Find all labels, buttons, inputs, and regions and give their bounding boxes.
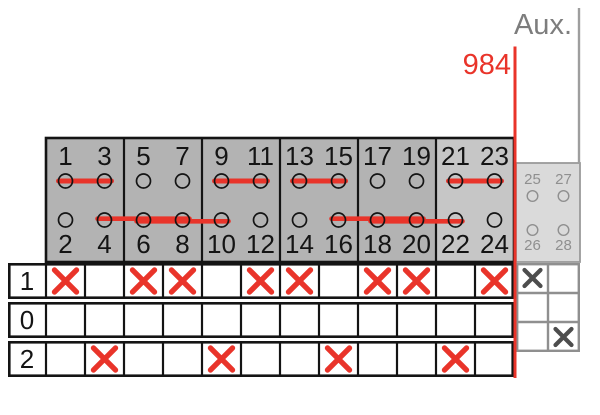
terminal-number: 19	[402, 141, 431, 171]
terminal-number: 24	[480, 229, 509, 259]
grid-row-label: 0	[20, 305, 34, 335]
terminal-number: 5	[136, 141, 150, 171]
terminal-number: 17	[363, 141, 392, 171]
terminal-contact	[174, 212, 191, 228]
terminal-number: 2	[58, 229, 72, 259]
cross-mark	[168, 267, 197, 295]
terminal-contact	[252, 212, 269, 228]
cross-mark	[441, 345, 470, 373]
terminal-number: 23	[480, 141, 509, 171]
terminal-contact	[408, 173, 425, 189]
cross-mark	[207, 345, 236, 373]
cross-mark	[246, 267, 275, 295]
terminal-number: 10	[207, 229, 236, 259]
aux-label: Aux.	[514, 9, 572, 41]
cross-mark	[402, 267, 431, 295]
terminal-number: 20	[402, 229, 431, 259]
terminal-contact	[291, 173, 308, 189]
terminal-contact	[135, 212, 152, 228]
terminal-contact	[369, 212, 386, 228]
terminal-contact	[96, 212, 113, 228]
aux-terminal-contact	[526, 189, 539, 202]
terminal-number: 3	[97, 141, 111, 171]
terminal-contact	[213, 173, 230, 189]
terminal-number: 21	[441, 141, 470, 171]
cable-number: 984	[463, 49, 511, 81]
terminal-number: 8	[175, 229, 189, 259]
grid-row-label: 1	[20, 266, 34, 296]
terminal-contact	[291, 212, 308, 228]
terminal-number: 9	[214, 141, 228, 171]
terminal-contact	[447, 173, 464, 189]
terminal-number: 14	[285, 229, 314, 259]
cross-mark	[51, 267, 80, 295]
terminal-contact	[252, 173, 269, 189]
terminal-number: 1	[58, 141, 72, 171]
terminal-contact	[330, 212, 347, 228]
aux-terminal-number: 27	[555, 171, 572, 188]
terminal-contact	[213, 212, 230, 228]
grid-row-label: 2	[20, 344, 34, 374]
aux-terminal-number: 25	[524, 171, 541, 188]
terminal-number: 13	[285, 141, 314, 171]
cross-mark	[90, 345, 119, 373]
aux-terminal-number: 28	[555, 237, 572, 254]
terminal-number: 12	[246, 229, 275, 259]
terminal-number: 16	[324, 229, 353, 259]
cross-mark	[285, 267, 314, 295]
cross-mark	[129, 267, 158, 295]
aux-terminal-contact	[557, 223, 570, 236]
terminal-contact	[135, 173, 152, 189]
aux-panel	[515, 162, 581, 263]
terminal-number: 22	[441, 229, 470, 259]
grid-row	[8, 301, 514, 338]
terminal-contact	[408, 212, 425, 228]
aux-cross-mark	[553, 326, 574, 348]
aux-terminal-contact	[526, 223, 539, 236]
terminal-panel-light-group	[436, 138, 514, 262]
terminal-number: 6	[136, 229, 150, 259]
cross-mark	[324, 345, 353, 373]
cross-mark	[363, 267, 392, 295]
cross-mark	[480, 267, 509, 295]
terminal-contact	[447, 212, 464, 228]
aux-terminal-number: 26	[524, 237, 541, 254]
terminal-contact	[57, 212, 74, 228]
terminal-number: 18	[363, 229, 392, 259]
terminal-contact	[57, 173, 74, 189]
terminal-number: 15	[324, 141, 353, 171]
aux-cross-mark	[522, 267, 543, 289]
terminal-contact	[369, 173, 386, 189]
terminal-number: 11	[247, 141, 274, 171]
terminal-contact	[486, 173, 503, 189]
terminal-contact	[96, 173, 113, 189]
terminal-contact	[486, 212, 503, 228]
terminal-number: 4	[97, 229, 111, 259]
terminal-contact	[174, 173, 191, 189]
terminal-contact	[330, 173, 347, 189]
aux-terminal-contact	[557, 189, 570, 202]
terminal-number: 7	[175, 141, 189, 171]
